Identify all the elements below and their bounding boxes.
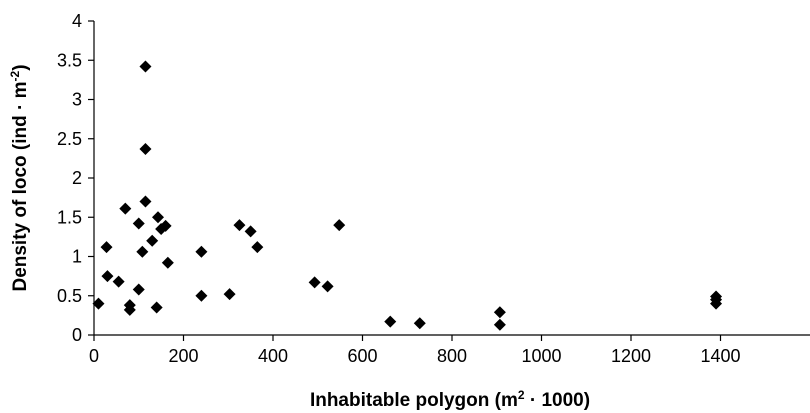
data-point bbox=[100, 241, 113, 254]
data-point bbox=[132, 217, 145, 230]
data-point bbox=[132, 283, 145, 296]
data-point bbox=[136, 245, 149, 258]
data-point bbox=[195, 245, 208, 258]
data-point bbox=[112, 275, 125, 288]
x-tick-label: 0 bbox=[89, 346, 99, 366]
y-tick-label: 2.5 bbox=[57, 129, 82, 149]
x-ticks: 0 200 400 600 800 1000 1200 1400 bbox=[89, 335, 741, 366]
data-point bbox=[710, 297, 723, 310]
y-tick-label: 3.5 bbox=[57, 50, 82, 70]
data-point bbox=[119, 202, 132, 215]
x-tick-label: 1400 bbox=[700, 346, 740, 366]
data-point bbox=[195, 289, 208, 302]
y-tick-label: 0.5 bbox=[57, 286, 82, 306]
y-tick-label: 2 bbox=[72, 168, 82, 188]
x-tick-label: 1200 bbox=[611, 346, 651, 366]
data-point bbox=[101, 270, 114, 283]
y-tick-label: 4 bbox=[72, 11, 82, 31]
data-point bbox=[244, 225, 257, 238]
data-point bbox=[493, 306, 506, 319]
data-point bbox=[146, 234, 159, 247]
x-tick-label: 600 bbox=[347, 346, 377, 366]
data-point bbox=[251, 241, 264, 254]
data-point bbox=[159, 219, 172, 232]
data-point bbox=[233, 219, 246, 232]
y-ticks: 0 0.5 1 1.5 2 2.5 3 3.5 4 bbox=[57, 11, 94, 345]
data-point bbox=[223, 288, 236, 301]
x-tick-label: 800 bbox=[437, 346, 467, 366]
data-point bbox=[308, 276, 321, 289]
data-point bbox=[493, 318, 506, 331]
data-point bbox=[139, 195, 152, 208]
data-point bbox=[139, 142, 152, 155]
data-points bbox=[92, 60, 723, 331]
data-point bbox=[384, 315, 397, 328]
data-point bbox=[161, 256, 174, 269]
y-tick-label: 1.5 bbox=[57, 207, 82, 227]
x-axis-title: Inhabitable polygon (m2 · 1000) bbox=[310, 388, 590, 411]
y-tick-label: 0 bbox=[72, 325, 82, 345]
data-point bbox=[333, 219, 346, 232]
x-tick-label: 200 bbox=[168, 346, 198, 366]
y-tick-label: 1 bbox=[72, 247, 82, 267]
x-tick-label: 1000 bbox=[521, 346, 561, 366]
data-point bbox=[321, 280, 334, 293]
data-point bbox=[92, 297, 105, 310]
data-point bbox=[151, 211, 164, 224]
data-point bbox=[150, 301, 163, 314]
data-point bbox=[123, 303, 136, 316]
data-point bbox=[139, 60, 152, 73]
y-axis-title: Density of loco (ind · m-2) bbox=[8, 64, 31, 291]
data-point bbox=[413, 317, 426, 330]
plot-area: 0 0.5 1 1.5 2 2.5 3 3.5 4 0 200 400 600 800 1000 1200 1… bbox=[57, 11, 810, 366]
x-tick-label: 400 bbox=[258, 346, 288, 366]
y-tick-label: 3 bbox=[72, 90, 82, 110]
